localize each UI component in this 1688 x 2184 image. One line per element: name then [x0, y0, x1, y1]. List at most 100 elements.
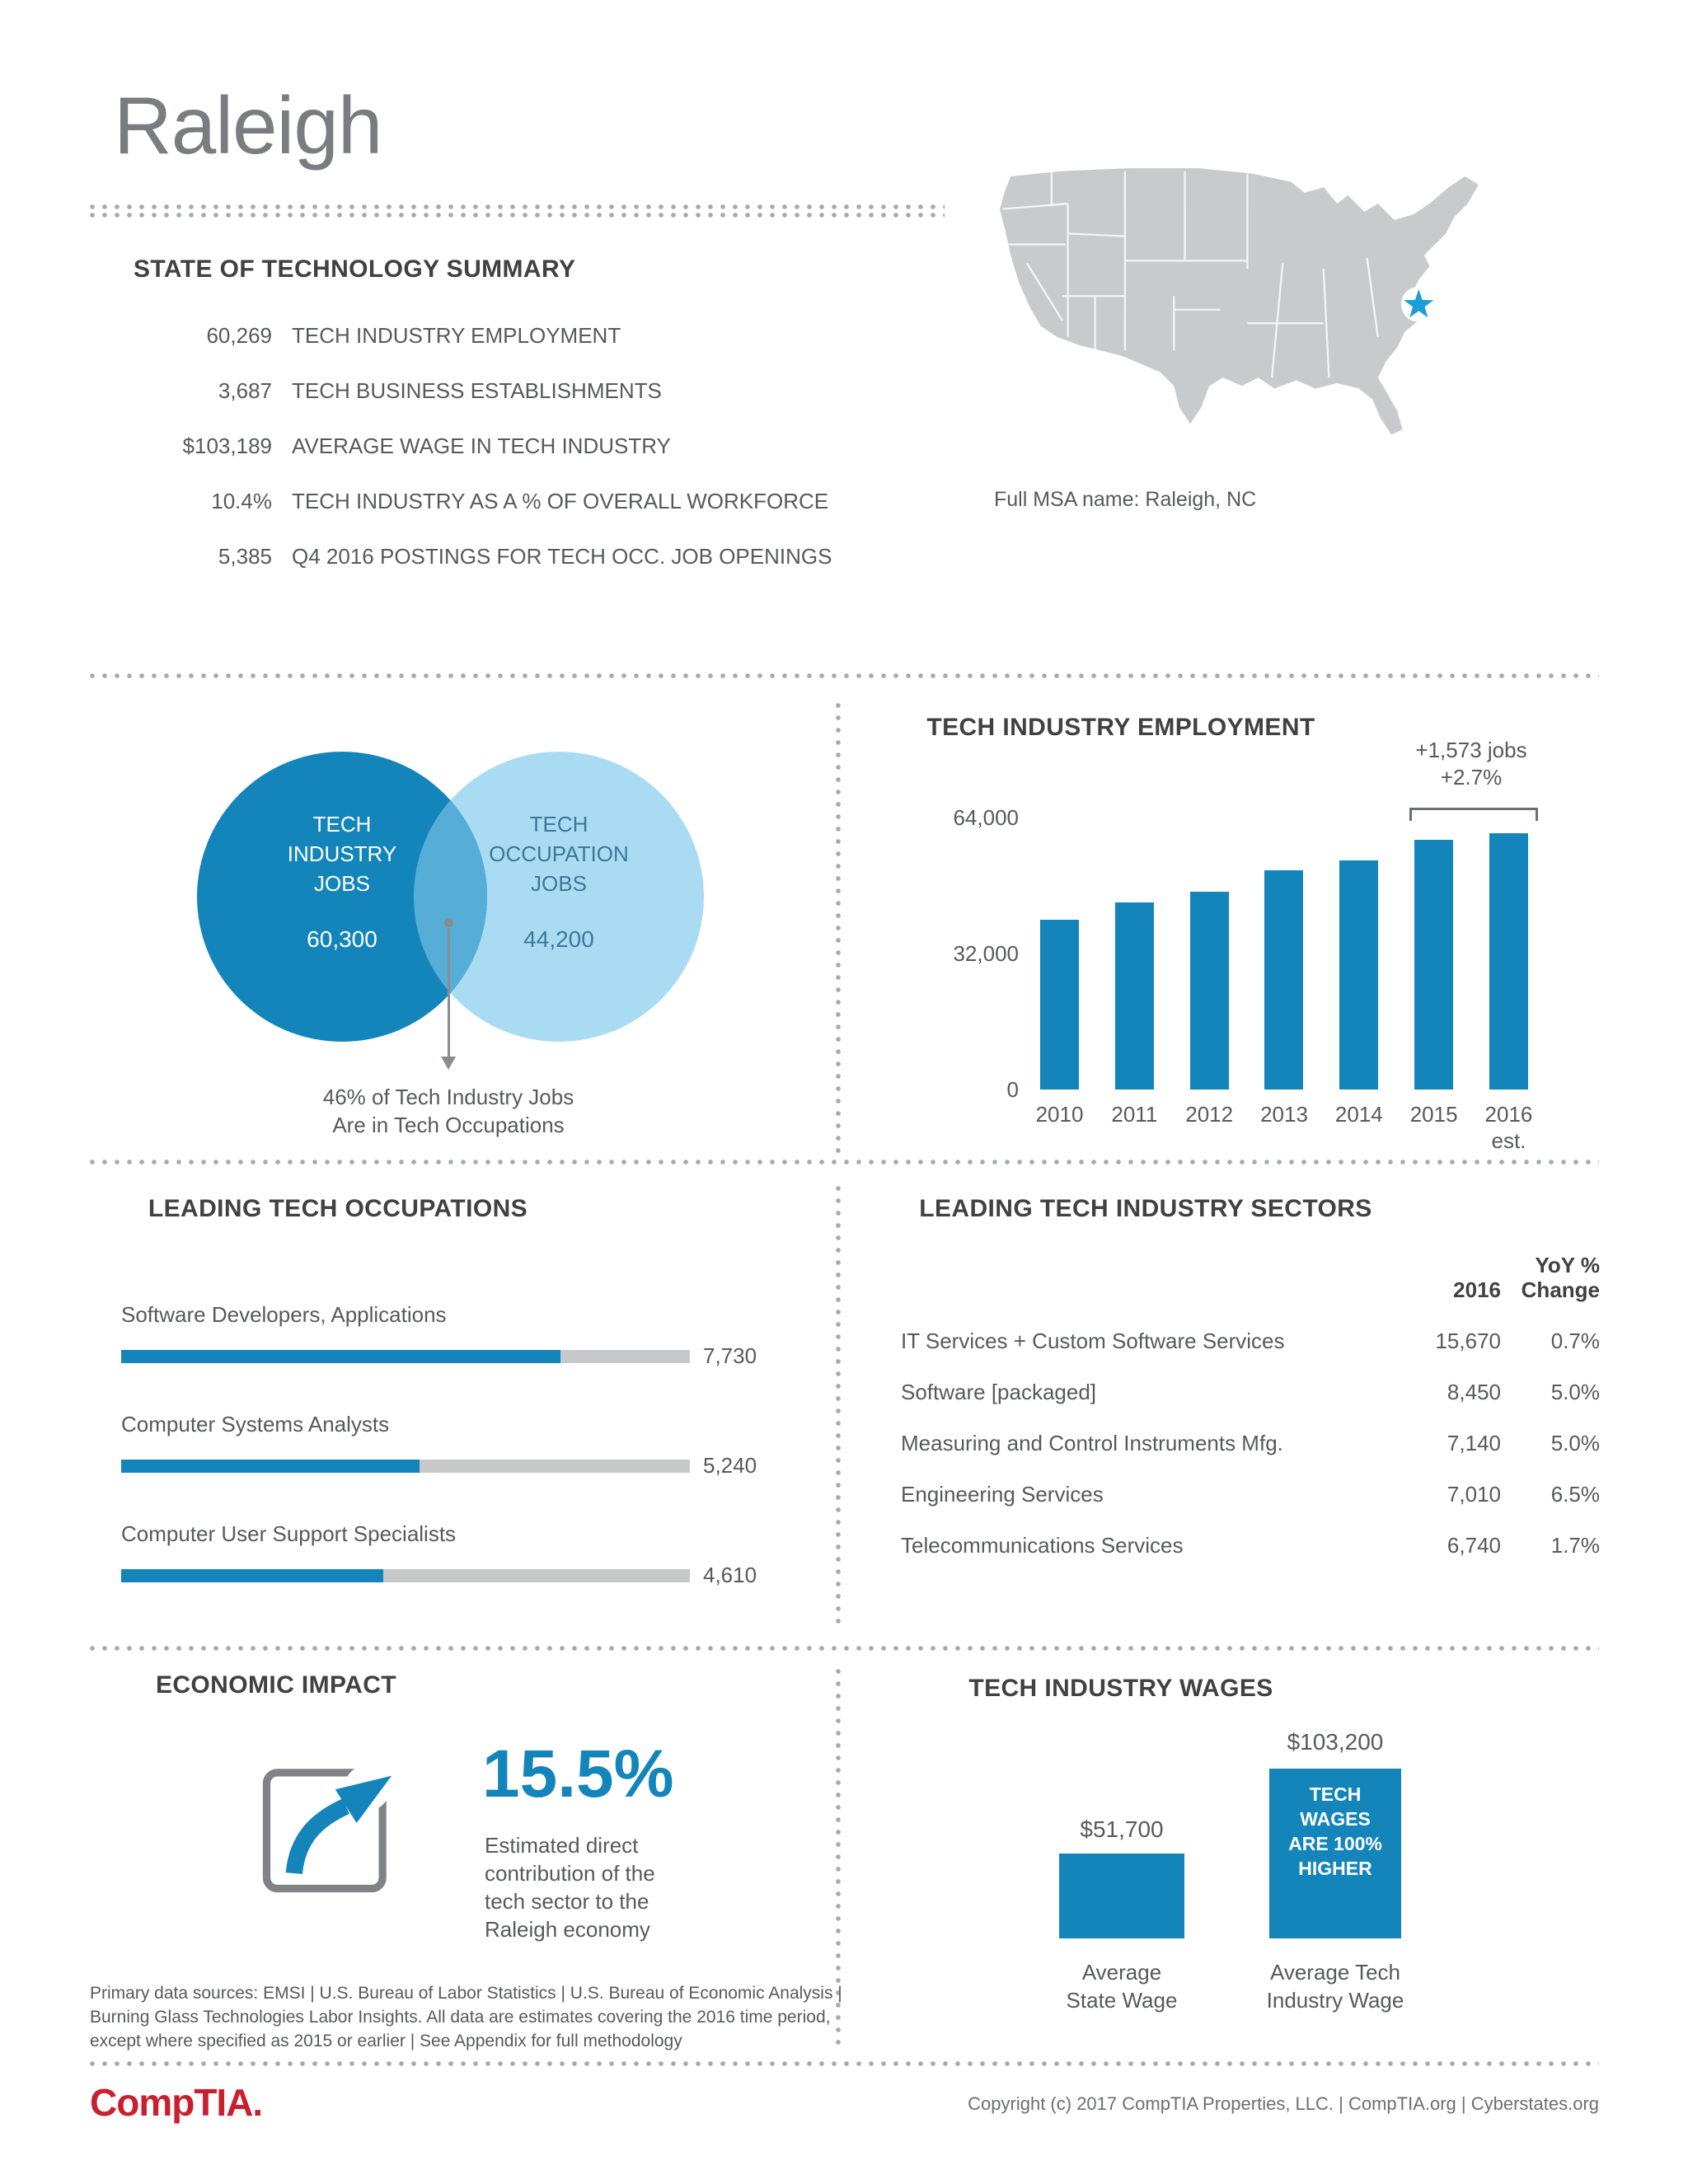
venn-right-circle: [414, 752, 704, 1042]
summary-value: 10.4%: [211, 489, 272, 513]
occupation-bar-fill: [121, 1459, 420, 1473]
summary-row: 3,687 TECH BUSINESS ESTABLISHMENTS: [86, 378, 959, 403]
employment-x-label: 2012: [1185, 1102, 1234, 1127]
sectors-header-year: 2016: [1453, 1277, 1501, 1302]
employment-bar: [1414, 840, 1454, 1090]
employment-x-label: 2016 est.: [1484, 1102, 1533, 1153]
sector-name: Telecommunications Services: [901, 1533, 1184, 1558]
employment-x-labels: 2010 2011 2012 2013 2014 2015 2016 est.: [1035, 1101, 1533, 1159]
employment-bar: [1114, 902, 1154, 1090]
occupation-value: 4,610: [703, 1563, 757, 1587]
employment-x-label: 2014: [1334, 1102, 1383, 1127]
state-wage-caption: Average State Wage: [1066, 1960, 1178, 2013]
employment-y-tick: 32,000: [953, 941, 1019, 966]
summary-value: 5,385: [218, 544, 272, 569]
summary-heading: STATE OF TECHNOLOGY SUMMARY: [134, 255, 576, 283]
sector-name: Software [packaged]: [901, 1380, 1097, 1404]
us-map-svg: [1000, 168, 1479, 435]
summary-value: 60,269: [206, 323, 272, 348]
employment-annotation: +1,573 jobs +2.7%: [1415, 738, 1527, 790]
occupations-heading: LEADING TECH OCCUPATIONS: [148, 1195, 528, 1222]
tech-wage-badge: TECH WAGES ARE 100% HIGHER: [1288, 1783, 1382, 1879]
venn-left-value: 60,300: [307, 926, 377, 952]
summary-value: 3,687: [218, 378, 272, 403]
venn-left-label: TECH INDUSTRY JOBS: [287, 812, 397, 896]
employment-x-label: 2010: [1035, 1102, 1084, 1127]
venn-arrow-origin-dot: [444, 918, 453, 927]
sectors-header-change: YoY % Change: [1521, 1253, 1600, 1302]
employment-x-label: 2013: [1260, 1102, 1308, 1127]
footer-divider: [89, 2060, 1599, 2067]
occupation-value: 5,240: [703, 1453, 757, 1478]
employment-bar: [1189, 892, 1229, 1090]
economic-description: Estimated direct contribution of the tec…: [485, 1833, 655, 1942]
sector-value: 6,740: [1447, 1533, 1501, 1558]
occupation-bar-track: [121, 1459, 690, 1473]
employment-plot: +1,573 jobs +2.7%: [1040, 738, 1538, 1090]
sector-row: IT Services + Custom Software Services 1…: [901, 1329, 1600, 1353]
occupation-bar-row: 4,610: [121, 1563, 797, 1588]
economic-heading: ECONOMIC IMPACT: [155, 1671, 397, 1699]
state-wage-bar: [1059, 1854, 1184, 1938]
venn-svg: [197, 752, 704, 1042]
column-divider: [835, 1185, 842, 1630]
sector-change: 6.5%: [1550, 1482, 1600, 1507]
occupation-bar-track: [121, 1568, 690, 1582]
tech-wage-value: $103,200: [1287, 1729, 1384, 1755]
summary-list: 60,269 TECH INDUSTRY EMPLOYMENT 3,687 TE…: [86, 323, 959, 569]
summary-label: Q4 2016 POSTINGS FOR TECH OCC. JOB OPENI…: [292, 544, 832, 569]
summary-row: 5,385 Q4 2016 POSTINGS FOR TECH OCC. JOB…: [86, 544, 959, 569]
summary-label: TECH BUSINESS ESTABLISHMENTS: [292, 378, 662, 403]
summary-row: 10.4% TECH INDUSTRY AS A % OF OVERALL WO…: [86, 489, 959, 513]
copyright-text: Copyright (c) 2017 CompTIA Properties, L…: [968, 2093, 1599, 2114]
sector-row: Telecommunications Services 6,740 1.7%: [901, 1533, 1600, 1558]
sector-name: Engineering Services: [901, 1482, 1104, 1507]
map-caption: Full MSA name: Raleigh, NC: [994, 488, 1257, 511]
employment-y-tick: 0: [1006, 1077, 1019, 1102]
venn-note: 46% of Tech Industry Jobs Are in Tech Oc…: [322, 1085, 574, 1137]
sector-row: Engineering Services 7,010 6.5%: [901, 1482, 1600, 1507]
occupation-bar-row: 5,240: [121, 1453, 797, 1479]
sector-name: IT Services + Custom Software Services: [901, 1329, 1285, 1353]
sector-value: 15,670: [1435, 1329, 1501, 1353]
occupation-bar-track: [121, 1349, 690, 1363]
sectors-heading: LEADING TECH INDUSTRY SECTORS: [919, 1195, 1372, 1222]
occupation-label: Software Developers, Applications: [121, 1302, 447, 1327]
venn-arrowhead-icon: [441, 1057, 456, 1070]
raleigh-star-marker: [1400, 286, 1437, 322]
occupation-bar-fill: [121, 1349, 561, 1363]
venn-right-label: TECH OCCUPATION JOBS: [489, 812, 629, 896]
wages-heading: TECH INDUSTRY WAGES: [968, 1675, 1273, 1702]
sector-change: 5.0%: [1550, 1431, 1600, 1455]
data-sources-note: Primary data sources: EMSI | U.S. Bureau…: [90, 1984, 842, 2050]
occupation-value: 7,730: [703, 1343, 757, 1368]
summary-row: 60,269 TECH INDUSTRY EMPLOYMENT: [86, 323, 959, 348]
sector-change: 0.7%: [1550, 1329, 1600, 1353]
occupation-bar-fill: [121, 1568, 384, 1582]
summary-row: $103,189 AVERAGE WAGE IN TECH INDUSTRY: [86, 434, 959, 458]
column-divider: [835, 1668, 842, 2046]
sector-value: 7,010: [1447, 1482, 1501, 1507]
employment-bar: [1489, 833, 1528, 1090]
venn-right-value: 44,200: [523, 926, 594, 952]
summary-label: AVERAGE WAGE IN TECH INDUSTRY: [292, 434, 671, 458]
comptia-logo: CompTIA.: [90, 2081, 263, 2124]
summary-label: TECH INDUSTRY EMPLOYMENT: [292, 323, 621, 348]
state-wage-value: $51,700: [1080, 1816, 1164, 1842]
sector-value: 8,450: [1447, 1380, 1501, 1404]
occupation-label: Computer Systems Analysts: [121, 1412, 390, 1436]
sector-change: 5.0%: [1550, 1380, 1600, 1404]
title-dotted-divider: [89, 203, 945, 219]
venn-arrow-line: [448, 928, 450, 1058]
sector-name: Measuring and Control Instruments Mfg.: [901, 1431, 1283, 1455]
employment-bracket: [1409, 808, 1538, 821]
employment-bar: [1264, 870, 1304, 1090]
sector-row: Software [packaged] 8,450 5.0%: [901, 1380, 1600, 1404]
sector-value: 7,140: [1447, 1431, 1501, 1455]
growth-arrow-icon: [251, 1751, 404, 1904]
employment-x-label: 2015: [1409, 1102, 1458, 1127]
tech-wage-caption: Average Tech Industry Wage: [1266, 1960, 1404, 2013]
occupation-bar-row: 7,730: [121, 1343, 797, 1369]
venn-diagram: [169, 738, 713, 1051]
